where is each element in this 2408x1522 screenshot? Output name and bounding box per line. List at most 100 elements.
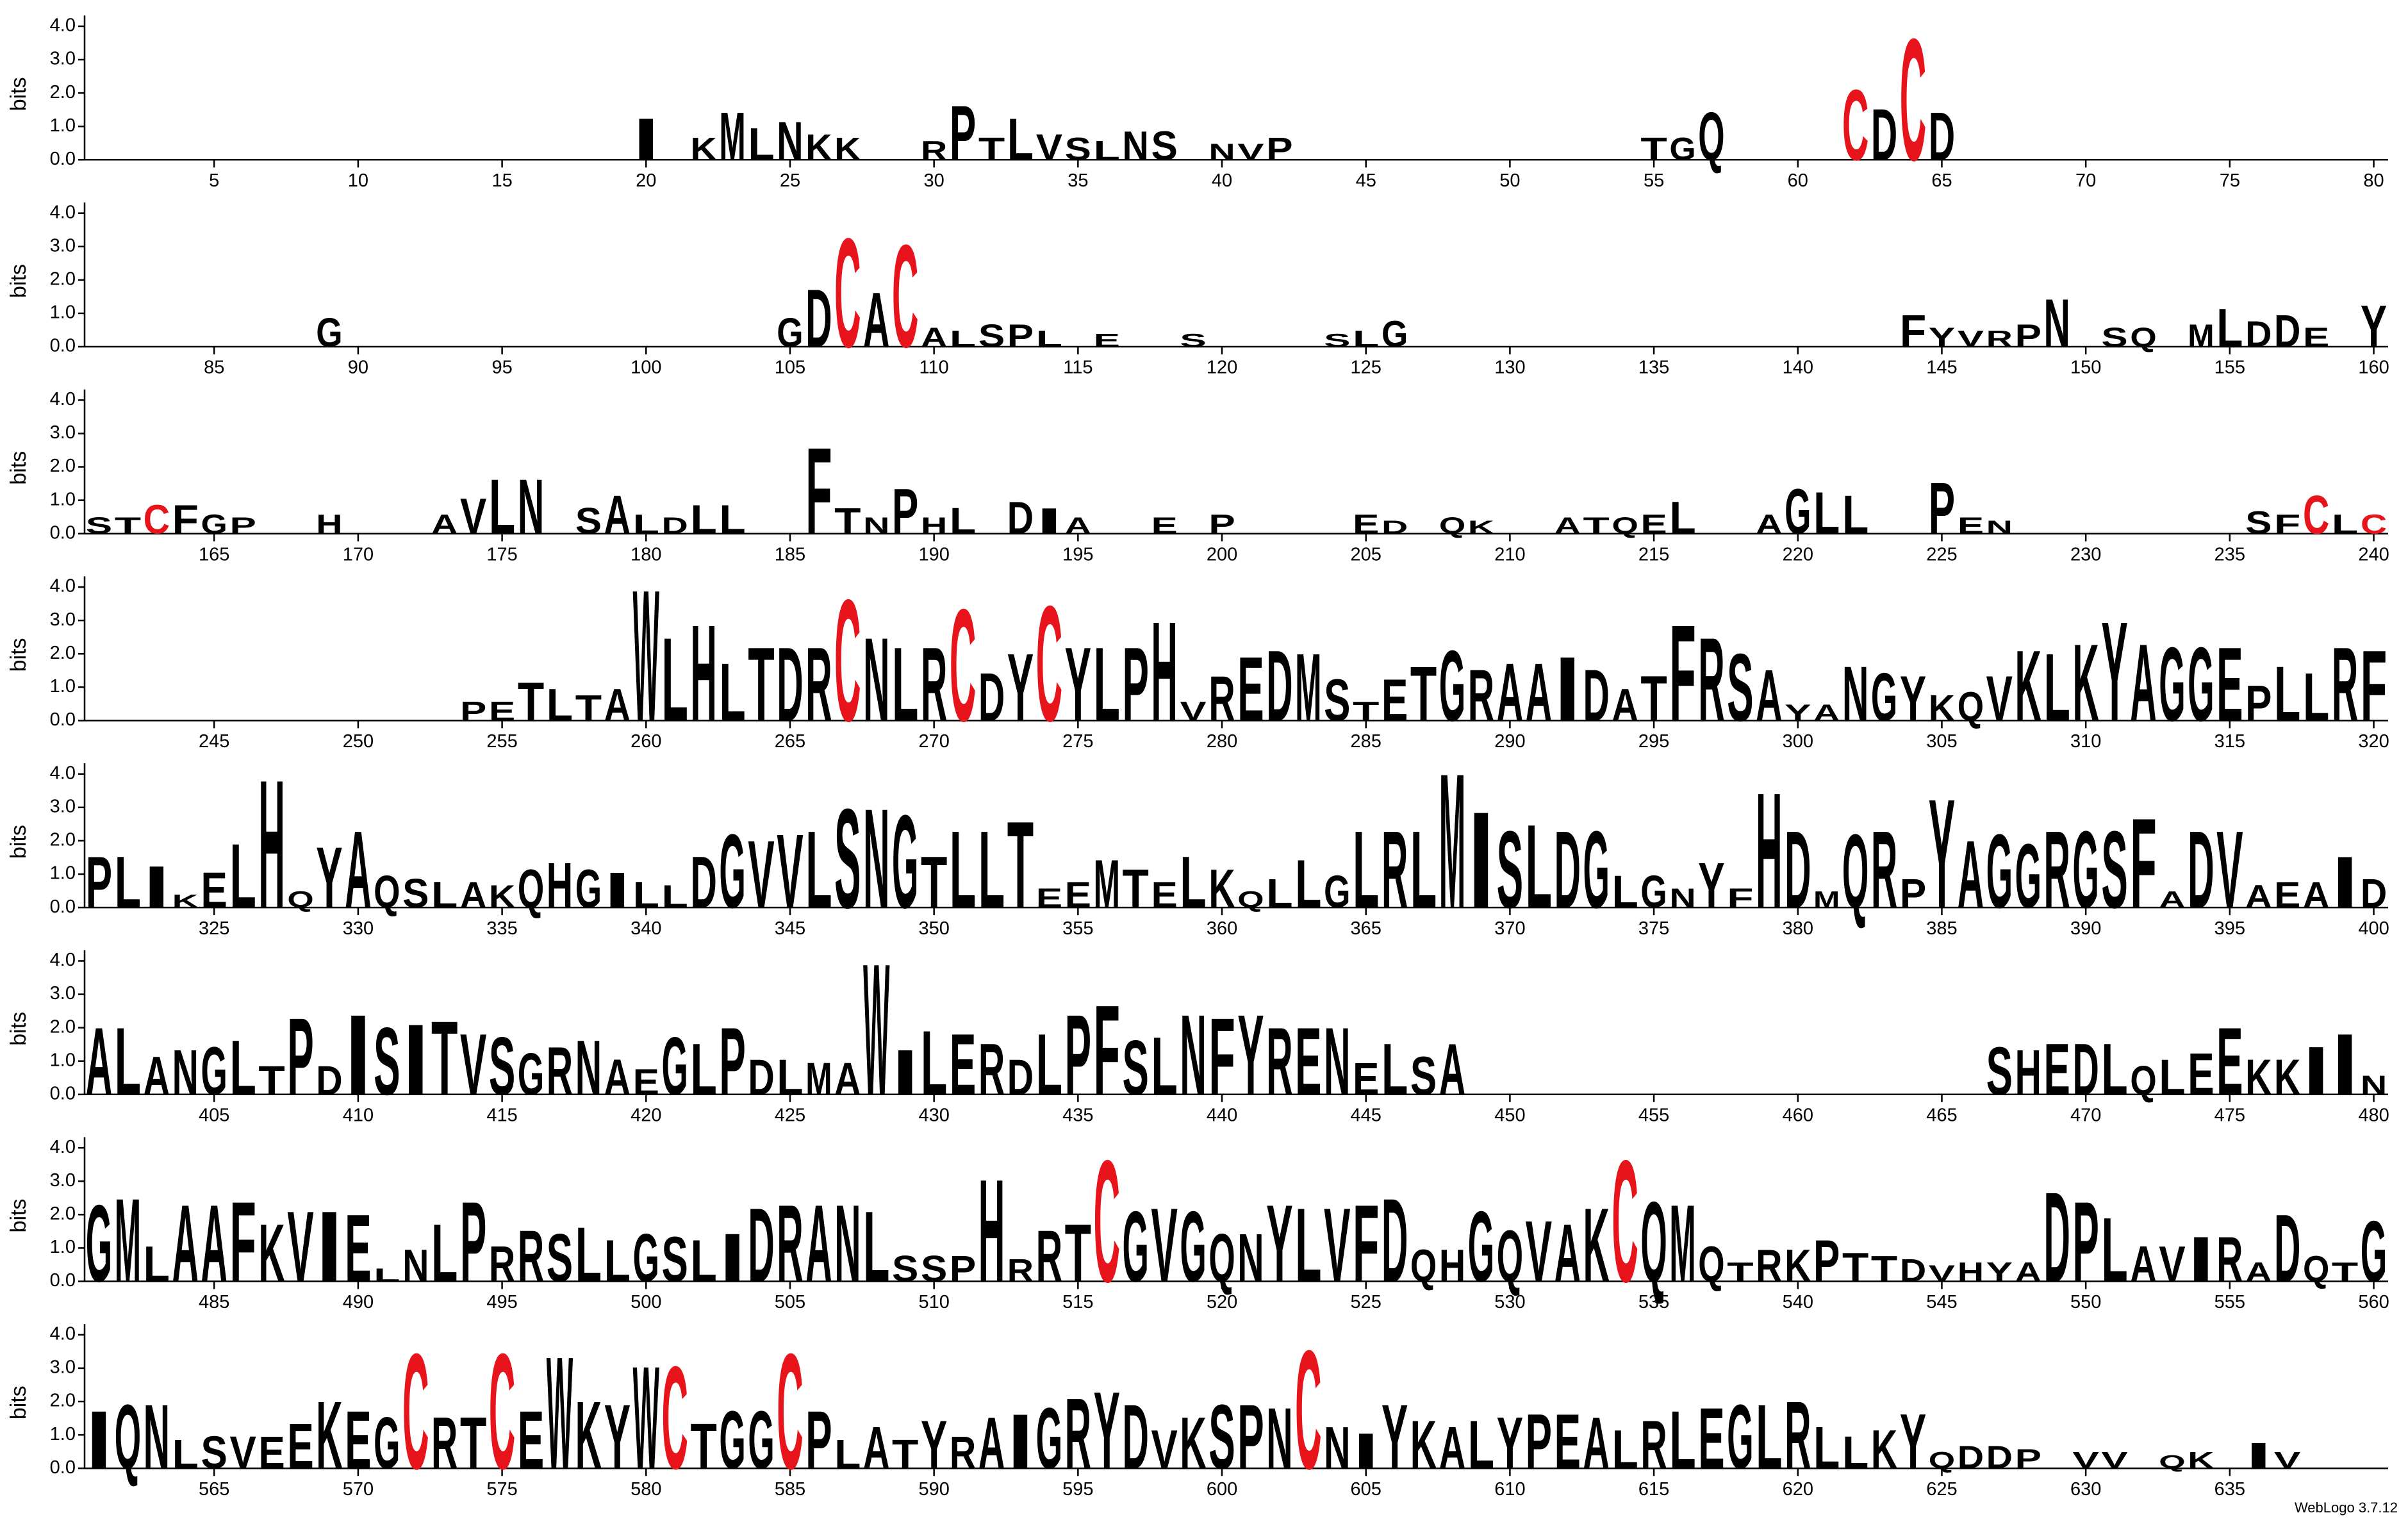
logo-letter: V bbox=[2216, 808, 2243, 931]
logo-letter: P bbox=[719, 1009, 745, 1116]
logo-letter: E bbox=[1151, 875, 1177, 916]
x-tick-label: 305 bbox=[1926, 731, 1957, 752]
logo-letter: D bbox=[748, 1050, 774, 1105]
logo-letter: R bbox=[2216, 1223, 2243, 1295]
logo-letter: H bbox=[1151, 593, 1177, 751]
logo-letter: A bbox=[1554, 1208, 1581, 1300]
logo-letter: G bbox=[777, 310, 803, 356]
logo-letter: H bbox=[316, 509, 342, 540]
x-tick-label: 435 bbox=[1062, 1105, 1093, 1125]
y-axis-label: bits bbox=[6, 1199, 31, 1233]
logo-letter: G bbox=[316, 310, 342, 356]
logo-letter: D bbox=[1929, 97, 1955, 174]
logo-letter: E bbox=[345, 1195, 371, 1302]
logo-letter: I bbox=[633, 107, 659, 173]
x-tick-label: 495 bbox=[486, 1292, 517, 1312]
logo-letter: Y bbox=[1237, 991, 1264, 1119]
logo-letter: D bbox=[2072, 1029, 2099, 1111]
logo-letter: Y bbox=[1929, 322, 1955, 353]
x-tick-label: 290 bbox=[1494, 731, 1525, 752]
y-tick-label: 0.0 bbox=[50, 709, 76, 730]
y-tick-label: 2.0 bbox=[50, 456, 76, 476]
logo-letter: Q bbox=[1698, 97, 1724, 174]
logo-letter: H bbox=[978, 1149, 1005, 1312]
logo-letter: E bbox=[287, 1410, 313, 1482]
x-tick-label: 575 bbox=[486, 1479, 517, 1500]
x-tick-label: 395 bbox=[2214, 918, 2245, 939]
logo-letter: D bbox=[1583, 654, 1610, 736]
x-tick-label: 470 bbox=[2070, 1105, 2101, 1125]
logo-letter: G bbox=[1583, 808, 1610, 931]
x-tick-label: 320 bbox=[2358, 731, 2389, 752]
x-tick-label: 245 bbox=[199, 731, 229, 752]
logo-letter: N bbox=[1324, 1009, 1350, 1116]
logo-letter: R bbox=[777, 1182, 803, 1305]
logo-letter: V bbox=[229, 1427, 256, 1478]
logo-letter: K bbox=[2072, 621, 2099, 744]
logo-letter: C bbox=[1295, 1316, 1321, 1505]
x-tick-label: 595 bbox=[1062, 1479, 1093, 1500]
logo-letter: L bbox=[2216, 297, 2243, 359]
logo-letter: N bbox=[402, 1240, 429, 1291]
x-tick-label: 190 bbox=[918, 544, 949, 565]
logo-letter: M bbox=[719, 97, 745, 174]
logo-letter: S bbox=[86, 513, 112, 538]
y-tick-label: 0.0 bbox=[50, 336, 76, 356]
logo-letter: P bbox=[2015, 317, 2041, 353]
logo-letter: T bbox=[431, 999, 458, 1117]
logo-letter: G bbox=[1123, 1191, 1149, 1303]
logo-letter: N bbox=[1669, 883, 1695, 914]
logo-letter: F bbox=[1900, 306, 1926, 357]
logo-letter: F bbox=[805, 422, 832, 560]
logo-letter: D bbox=[1958, 1439, 1984, 1475]
logo-letter: K bbox=[2015, 629, 2041, 741]
logo-letter: A bbox=[2130, 1237, 2156, 1293]
logo-letter: A bbox=[1813, 700, 1840, 725]
y-tick-label: 1.0 bbox=[50, 1424, 76, 1444]
logo-letter: G bbox=[575, 858, 602, 920]
logo-letter: L bbox=[1612, 1419, 1638, 1480]
logo-letter: E bbox=[1237, 638, 1264, 741]
logo-letter: Y bbox=[1007, 634, 1034, 741]
y-tick-label: 4.0 bbox=[50, 576, 76, 597]
logo-letter: C bbox=[402, 1319, 429, 1503]
logo-letter: D bbox=[316, 1057, 342, 1104]
logo-letter: W bbox=[547, 1325, 573, 1503]
logo-letter: I bbox=[402, 1004, 429, 1116]
y-tick-label: 4.0 bbox=[50, 202, 76, 222]
logo-letter: L bbox=[1410, 808, 1437, 931]
logo-letter: D bbox=[1123, 1386, 1149, 1489]
x-tick-label: 555 bbox=[2214, 1292, 2245, 1312]
x-tick-label: 115 bbox=[1063, 358, 1093, 378]
logo-letter: D bbox=[805, 273, 832, 365]
logo-letter: E bbox=[633, 1062, 659, 1103]
x-tick-label: 565 bbox=[199, 1479, 229, 1500]
logo-letter: V bbox=[748, 822, 774, 929]
logo-letter: N bbox=[1842, 650, 1868, 737]
logo-letter: T bbox=[921, 841, 947, 923]
x-tick-label: 50 bbox=[1499, 170, 1520, 191]
logo-letter: I bbox=[86, 1394, 112, 1486]
logo-letter: A bbox=[2015, 1257, 2041, 1287]
y-axis-label: bits bbox=[6, 638, 31, 672]
x-tick-label: 400 bbox=[2358, 918, 2389, 939]
logo-letter: Q bbox=[1958, 683, 1984, 729]
logo-letter: C bbox=[1842, 69, 1868, 181]
logo-letter: V bbox=[287, 1191, 313, 1303]
logo-letter: F bbox=[1353, 1182, 1379, 1305]
logo-letter: I bbox=[1554, 638, 1581, 741]
logo-letter: S bbox=[374, 1009, 400, 1116]
x-tick-label: 580 bbox=[631, 1479, 661, 1500]
logo-letter: P bbox=[2245, 675, 2272, 731]
logo-letter: I bbox=[144, 854, 170, 920]
logo-letter: E bbox=[1295, 1009, 1321, 1116]
y-tick-label: 4.0 bbox=[50, 1324, 76, 1344]
logo-letter: T bbox=[1842, 1244, 1868, 1290]
logo-letter: F bbox=[229, 1178, 256, 1306]
logo-letter: E bbox=[1353, 1054, 1379, 1105]
logo-letter: C bbox=[834, 207, 861, 381]
logo-letter: G bbox=[633, 1219, 659, 1296]
logo-letter: Q bbox=[2130, 322, 2156, 353]
logo-letter: C bbox=[1036, 572, 1062, 756]
y-tick-label: 2.0 bbox=[50, 643, 76, 663]
